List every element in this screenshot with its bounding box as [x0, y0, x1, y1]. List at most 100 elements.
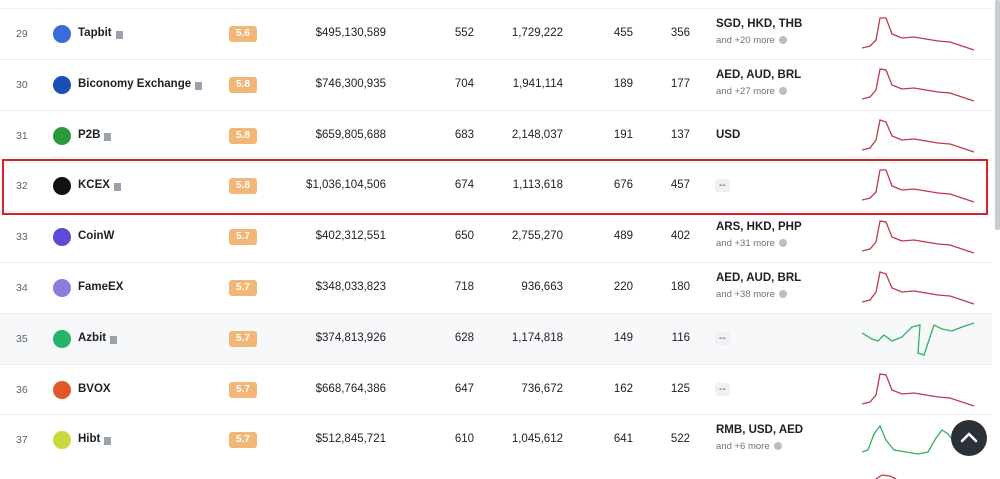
- exchange-name: Azbit: [78, 331, 107, 344]
- table-row[interactable]: 30 Biconomy Exchange 5.8 $746,300,935 704 1,9…: [0, 58, 992, 111]
- currencies-empty: --: [715, 179, 730, 193]
- currencies: AED, AUD, BRL: [716, 272, 802, 284]
- score-badge: 5.7: [229, 330, 257, 347]
- metric: 489: [613, 230, 633, 243]
- metric: 1,941,114: [512, 77, 563, 90]
- rank: 36: [16, 383, 28, 396]
- sparkline: [862, 118, 975, 153]
- arrow-up-icon: [960, 432, 978, 443]
- table-row[interactable]: 31 P2B 5.8 $659,805,688 683 2,148,037 191 137 US…: [0, 109, 992, 162]
- sparkline: [862, 68, 975, 102]
- volume: $402,312,551: [315, 230, 386, 243]
- metric: 676: [613, 179, 633, 192]
- exchange-logo: [53, 228, 71, 247]
- metric: 522: [670, 433, 690, 446]
- metric: 610: [454, 433, 474, 446]
- exchange-logo: [53, 75, 71, 94]
- exchange-logo: [53, 126, 71, 145]
- metric: 402: [670, 230, 690, 243]
- currencies: SGD, HKD, THB: [716, 18, 803, 30]
- metric: 552: [454, 27, 474, 39]
- partial-sparkline: [875, 474, 897, 479]
- sparkline: [862, 322, 975, 356]
- metric: 2,148,037: [511, 128, 563, 141]
- table-row[interactable]: 29 Tapbit 5.6 $495,130,589 552 1,729,222 455 35…: [0, 8, 992, 60]
- score-badge: 5.7: [229, 280, 257, 296]
- metric: 162: [613, 382, 633, 395]
- volume: $668,764,386: [315, 382, 386, 395]
- metric: 116: [671, 331, 690, 344]
- score-badge: 5.8: [229, 127, 257, 144]
- currencies: ARS, HKD, PHP: [716, 221, 802, 234]
- rank: 31: [16, 129, 28, 142]
- metric: 191: [613, 128, 633, 141]
- volume: $1,036,104,506: [306, 179, 386, 192]
- metric: 628: [454, 331, 474, 344]
- rank: 29: [16, 28, 28, 40]
- volume: $495,130,589: [315, 27, 386, 39]
- sparkline-path: [862, 220, 975, 254]
- currencies: RMB, USD, AED: [716, 424, 804, 437]
- metric: 149: [613, 331, 633, 344]
- metric: 736,672: [521, 382, 563, 395]
- sparkline: [862, 169, 975, 204]
- rank: 35: [16, 332, 28, 345]
- rank: 37: [16, 434, 28, 447]
- metric: 356: [670, 27, 690, 39]
- more-currencies: and +20 more: [716, 35, 787, 46]
- metric: 180: [670, 281, 690, 293]
- status-icon: [114, 183, 124, 194]
- rank: 34: [16, 282, 28, 294]
- volume: $512,845,721: [315, 433, 386, 446]
- score-badge: 5.7: [229, 432, 257, 449]
- metric: 674: [454, 179, 474, 192]
- metric: 647: [454, 382, 474, 395]
- metric: 704: [454, 77, 474, 90]
- rank: 30: [16, 78, 28, 91]
- metric: 1,174,818: [511, 331, 563, 344]
- info-icon: [778, 290, 787, 298]
- status-icon: [110, 335, 120, 346]
- exchange-name: CoinW: [78, 230, 115, 243]
- exchange-name: Tapbit: [78, 27, 112, 39]
- score-badge: 5.6: [229, 26, 257, 42]
- status-icon: [195, 81, 205, 92]
- table-row[interactable]: 36 BVOX 5.7 $668,764,386 647 736,672 162 125 --: [0, 363, 992, 416]
- info-icon: [778, 36, 787, 44]
- table-row[interactable]: 33 CoinW 5.7 $402,312,551 650 2,755,270 489 402…: [0, 211, 992, 263]
- exchange-logo: [53, 25, 71, 43]
- exchange-name: BVOX: [78, 382, 111, 395]
- sparkline: [862, 220, 975, 254]
- exchange-name: FameEX: [78, 281, 124, 293]
- table-row[interactable]: 35 Azbit 5.7 $374,813,926 628 1,174,818 149 116…: [0, 312, 992, 365]
- volume: $374,813,926: [315, 331, 386, 344]
- score-badge: 5.7: [229, 381, 257, 398]
- table-row[interactable]: 34 FameEX 5.7 $348,033,823 718 936,663 220 180 A…: [0, 262, 992, 314]
- sparkline: [862, 425, 955, 456]
- metric: 177: [670, 77, 690, 90]
- metric: 1,045,612: [511, 433, 563, 446]
- sparkline-path: [862, 271, 975, 305]
- score-badge: 5.8: [229, 76, 257, 93]
- sparkline-path: [862, 372, 975, 407]
- exchange-name: KCEX: [78, 179, 110, 192]
- table-row[interactable]: 37 Hibt 5.7 $512,845,721 610 1,045,612 641 522 R…: [0, 414, 992, 466]
- metric: 1,729,222: [511, 27, 563, 39]
- currencies: USD: [716, 128, 741, 141]
- metric: 718: [454, 281, 474, 293]
- metric: 650: [454, 230, 474, 243]
- sparkline-path: [862, 425, 955, 456]
- more-currencies: and +27 more: [716, 86, 787, 97]
- scrollbar: [995, 0, 1000, 230]
- scroll-to-top-button[interactable]: [951, 420, 987, 456]
- exchange-logo: [53, 380, 71, 399]
- info-icon: [773, 442, 782, 451]
- volume: $746,300,935: [315, 77, 386, 90]
- score-badge: 5.7: [229, 229, 257, 246]
- exchange-name: Hibt: [78, 433, 101, 446]
- volume: $348,033,823: [315, 281, 386, 293]
- metric: 137: [670, 128, 690, 141]
- sparkline-path: [862, 322, 975, 356]
- status-icon: [104, 437, 114, 448]
